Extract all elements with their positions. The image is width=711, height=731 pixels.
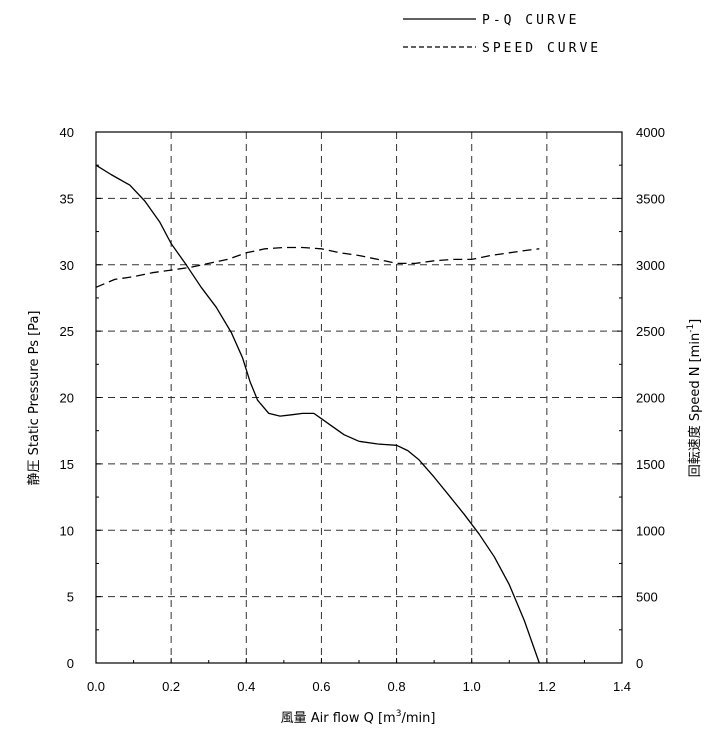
- pq-curve-line: [95, 164, 540, 664]
- y-left-tick-label: 15: [60, 457, 74, 472]
- y-left-axis-title: 静圧 Static Pressure Ps [Pa]: [27, 311, 42, 486]
- x-tick-label: 0.0: [87, 679, 105, 694]
- tick-labels: 0.0 0.2 0.4 0.6 0.8 1.0 1.2 1.4 0 5 10 15 20 25 30 35 40…: [60, 125, 665, 694]
- x-tick-label: 0.2: [162, 679, 180, 694]
- y-right-axis-title: 回転速度 Speed N [min-1]: [686, 319, 703, 478]
- x-axis-title: 風量 Air flow Q [m3/min]: [281, 709, 436, 726]
- y-right-tick-label: 1500: [636, 457, 665, 472]
- x-tick-label: 1.2: [538, 679, 556, 694]
- series-lines: [95, 164, 540, 664]
- x-tick-label: 1.0: [463, 679, 481, 694]
- y-left-tick-label: 20: [60, 391, 74, 406]
- y-right-tick-label: 1000: [636, 523, 665, 538]
- y-right-tick-label: 4000: [636, 125, 665, 140]
- plot-frame: [95, 131, 623, 664]
- x-tick-label: 0.6: [312, 679, 330, 694]
- y-right-tick-label: 2500: [636, 324, 665, 339]
- y-right-tick-label: 3500: [636, 191, 665, 206]
- x-tick-label: 0.8: [388, 679, 406, 694]
- x-tick-label: 1.4: [613, 679, 631, 694]
- y-left-tick-label: 5: [67, 590, 74, 605]
- y-left-tick-label: 0: [67, 656, 74, 671]
- speed-curve-line: [95, 246, 540, 288]
- y-left-tick-label: 10: [60, 523, 74, 538]
- y-left-tick-label: 30: [60, 258, 74, 273]
- y-left-tick-label: 40: [60, 125, 74, 140]
- legend-speed-label: SPEED CURVE: [482, 41, 601, 56]
- y-right-tick-label: 2000: [636, 391, 665, 406]
- x-tick-label: 0.4: [237, 679, 255, 694]
- y-right-tick-label: 0: [636, 656, 643, 671]
- y-left-tick-label: 35: [60, 191, 74, 206]
- y-right-tick-label: 3000: [636, 258, 665, 273]
- y-left-tick-label: 25: [60, 324, 74, 339]
- legend-pq-label: P-Q CURVE: [482, 13, 579, 28]
- y-right-tick-label: 500: [636, 590, 658, 605]
- legend: P-Q CURVE SPEED CURVE: [403, 13, 601, 56]
- grid-lines: [96, 132, 622, 663]
